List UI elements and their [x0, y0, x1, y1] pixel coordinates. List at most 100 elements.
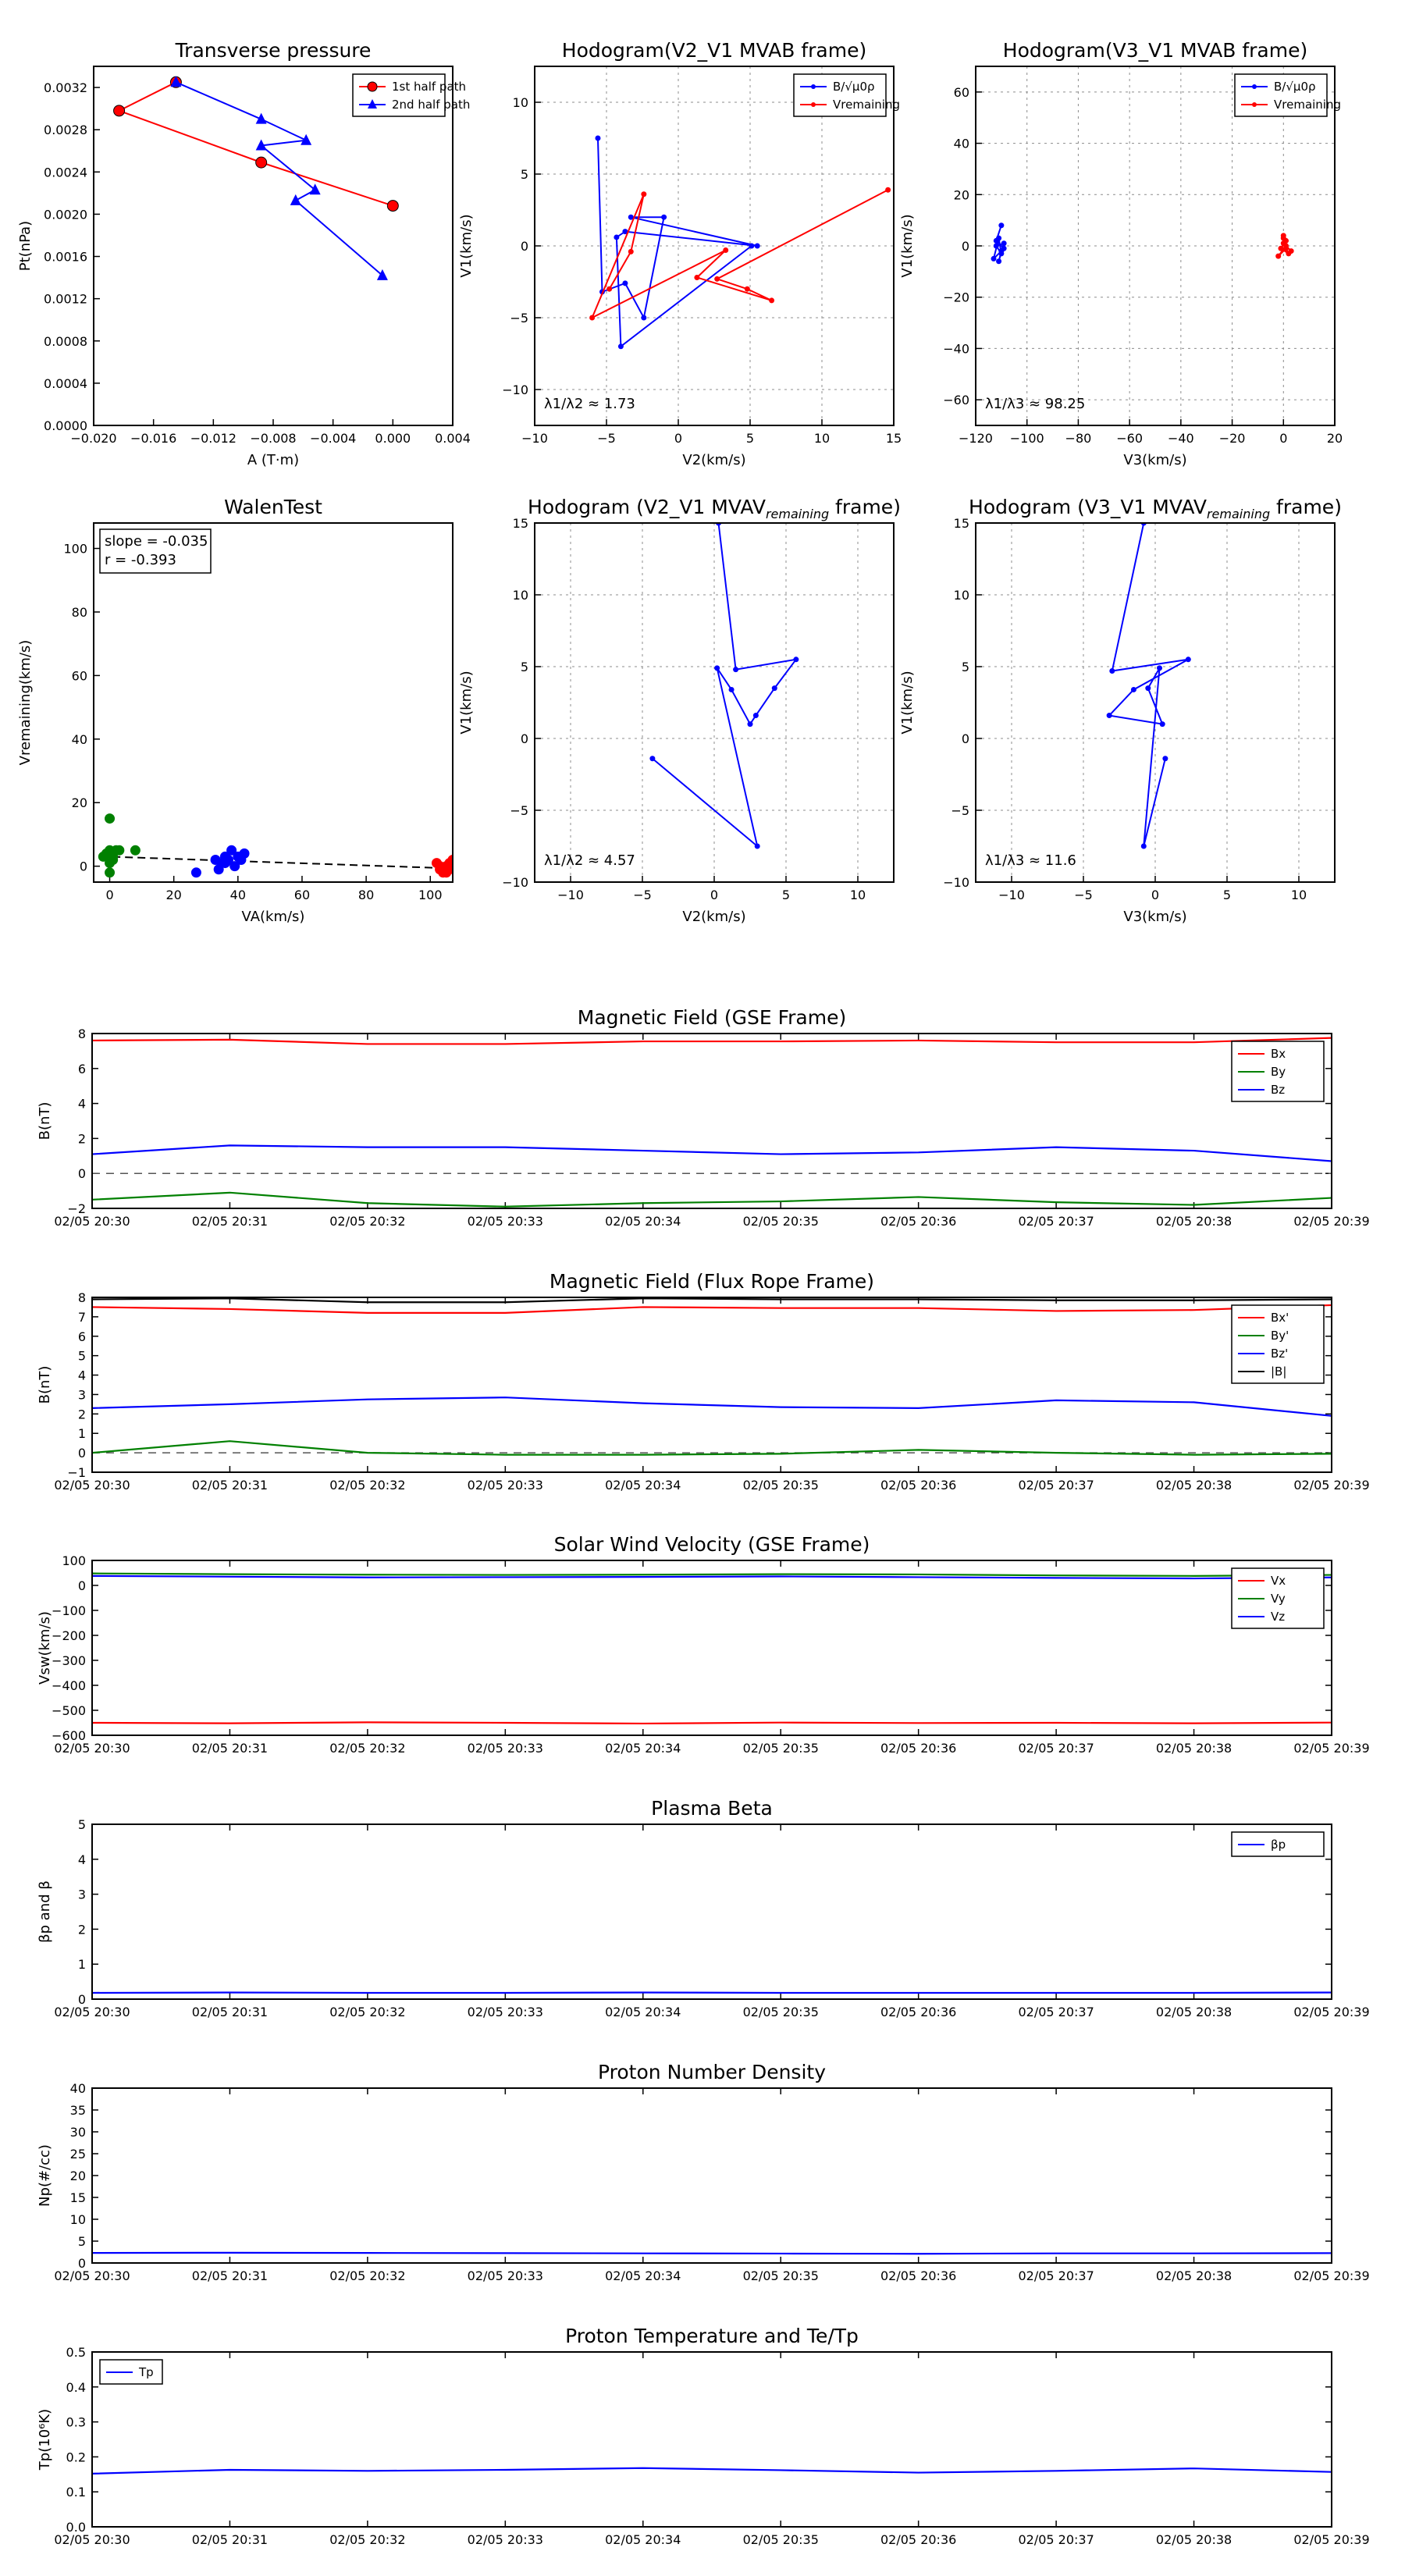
x-tick-label: 02/05 20:37 — [1018, 2532, 1094, 2547]
x-tick-label: 20 — [165, 888, 181, 902]
ratio-annotation: λ1/λ3 ≈ 11.6 — [985, 852, 1076, 869]
series-line — [91, 1572, 1332, 1577]
data-point — [793, 656, 799, 663]
x-tick-label: 02/05 20:36 — [880, 2268, 956, 2283]
chart-title: Magnetic Field (GSE Frame) — [578, 1006, 846, 1029]
data-point — [1001, 240, 1007, 247]
legend-box — [1231, 1567, 1325, 1629]
legend-label: Vx — [1271, 1574, 1286, 1588]
y-tick-label: −20 — [943, 290, 969, 305]
legend-label: 1st half path — [392, 80, 466, 94]
plot-area — [649, 523, 799, 849]
x-tick-label: 02/05 20:32 — [329, 1478, 405, 1493]
data-point — [1157, 665, 1163, 671]
plot-area — [589, 135, 891, 350]
x-tick-label: −5 — [633, 888, 652, 902]
x-tick-label: 02/05 20:35 — [743, 2268, 819, 2283]
x-tick-label: 02/05 20:35 — [743, 2005, 819, 2019]
y-tick-label: 0 — [80, 859, 87, 874]
plot-frame — [91, 1033, 1332, 1209]
y-tick-label: 0.4 — [66, 2380, 86, 2395]
proton-number-density-chart: 02/05 20:30 02/05 20:31 02/05 20:32 02/05 2… — [37, 2061, 1370, 2283]
walen-test-chart: 0 20 40 60 80 100 0 20 40 60 80 100 WalenTest VA(km/s… — [17, 496, 454, 925]
y-tick-label: 0.0020 — [44, 207, 87, 222]
x-tick-label: −100 — [1010, 431, 1044, 446]
y-tick-label: 3 — [78, 1387, 86, 1402]
y-axis-label: V1(km/s) — [899, 671, 916, 734]
x-tick-label: 0 — [1151, 888, 1159, 902]
x-tick-label: −40 — [1168, 431, 1194, 446]
chart-title: Transverse pressure — [175, 39, 372, 62]
plot-area — [113, 76, 399, 280]
x-tick-label: −10 — [998, 888, 1025, 902]
legend-label: By — [1271, 1065, 1286, 1079]
data-point — [993, 243, 999, 249]
data-point — [771, 685, 777, 692]
legend: βp — [1231, 1831, 1325, 1857]
series-line — [596, 137, 758, 348]
data-point — [694, 274, 700, 280]
x-tick-label: 10 — [814, 431, 830, 446]
legend-label: By' — [1271, 1329, 1289, 1343]
x-tick-label: 02/05 20:32 — [329, 1741, 405, 1756]
plot-area — [98, 813, 453, 878]
x-tick-label: 02/05 20:37 — [1018, 2005, 1094, 2019]
stats-box — [99, 528, 212, 574]
data-point — [733, 667, 739, 673]
x-tick-label: 02/05 20:33 — [468, 2268, 543, 2283]
y-axis-label: V1(km/s) — [899, 214, 916, 277]
x-tick-label: 02/05 20:37 — [1018, 1478, 1094, 1493]
y-tick-label: 0.0 — [66, 2520, 86, 2535]
ratio-annotation: λ1/λ2 ≈ 4.57 — [544, 852, 635, 869]
x-tick-label: −120 — [959, 431, 993, 446]
y-tick-label: 0 — [521, 731, 528, 746]
y-tick-label: −400 — [52, 1678, 86, 1693]
data-point — [229, 861, 240, 872]
x-tick-label: 80 — [358, 888, 374, 902]
y-tick-label: −10 — [502, 382, 528, 397]
y-tick-label: −5 — [510, 803, 528, 818]
legend-label: Bz' — [1271, 1347, 1288, 1361]
data-point — [386, 200, 399, 212]
data-point — [130, 845, 140, 856]
data-point — [769, 297, 775, 304]
legend-marker — [811, 102, 816, 107]
y-tick-label: 0.0012 — [44, 292, 87, 307]
y-tick-label: 2 — [78, 1131, 86, 1146]
data-point — [628, 248, 634, 254]
series-line — [91, 1037, 1332, 1045]
plot-area — [991, 222, 1294, 265]
x-tick-label: 02/05 20:33 — [468, 1214, 543, 1229]
x-tick-label: 0 — [710, 888, 718, 902]
x-tick-label: 02/05 20:30 — [54, 2268, 130, 2283]
data-point — [714, 665, 720, 671]
x-axis-label: A (T·m) — [247, 452, 299, 468]
data-point — [1106, 713, 1112, 719]
x-tick-label: 02/05 20:38 — [1156, 2532, 1232, 2547]
y-axis-label: V1(km/s) — [458, 671, 475, 734]
x-tick-label: 02/05 20:32 — [329, 2005, 405, 2019]
x-tick-label: 02/05 20:31 — [192, 2532, 268, 2547]
hodogram-v2-v1-mvab-chart: −10 −5 0 5 10 15 −10 −5 0 5 10 Hodogram(V2_V1 MVAB … — [458, 39, 902, 468]
x-tick-label: −10 — [557, 888, 584, 902]
y-axis-label: βp and β — [37, 1880, 53, 1943]
x-tick-label: 02/05 20:39 — [1293, 2268, 1369, 2283]
x-tick-label: 02/05 20:30 — [54, 1741, 130, 1756]
y-tick-label: 40 — [70, 2081, 86, 2096]
x-tick-label: −5 — [597, 431, 616, 446]
series-line — [91, 1721, 1332, 1725]
y-tick-label: 25 — [70, 2147, 86, 2161]
x-tick-label: 5 — [746, 431, 754, 446]
x-tick-label: 0 — [1279, 431, 1287, 446]
x-tick-label: 02/05 20:34 — [605, 1214, 681, 1229]
legend-label: Vremaining — [1274, 98, 1341, 112]
y-tick-label: −40 — [943, 341, 969, 356]
legend-label: Tp — [138, 2365, 154, 2379]
data-point — [309, 183, 321, 195]
data-point — [114, 845, 125, 856]
legend-marker — [367, 81, 378, 92]
y-tick-label: −200 — [52, 1628, 86, 1643]
series-line — [91, 2251, 1332, 2255]
magnetic-field-flux-rope-chart: 02/05 20:30 02/05 20:31 02/05 20:32 02/05 2… — [37, 1270, 1370, 1493]
chart-title: Proton Number Density — [598, 2061, 826, 2083]
